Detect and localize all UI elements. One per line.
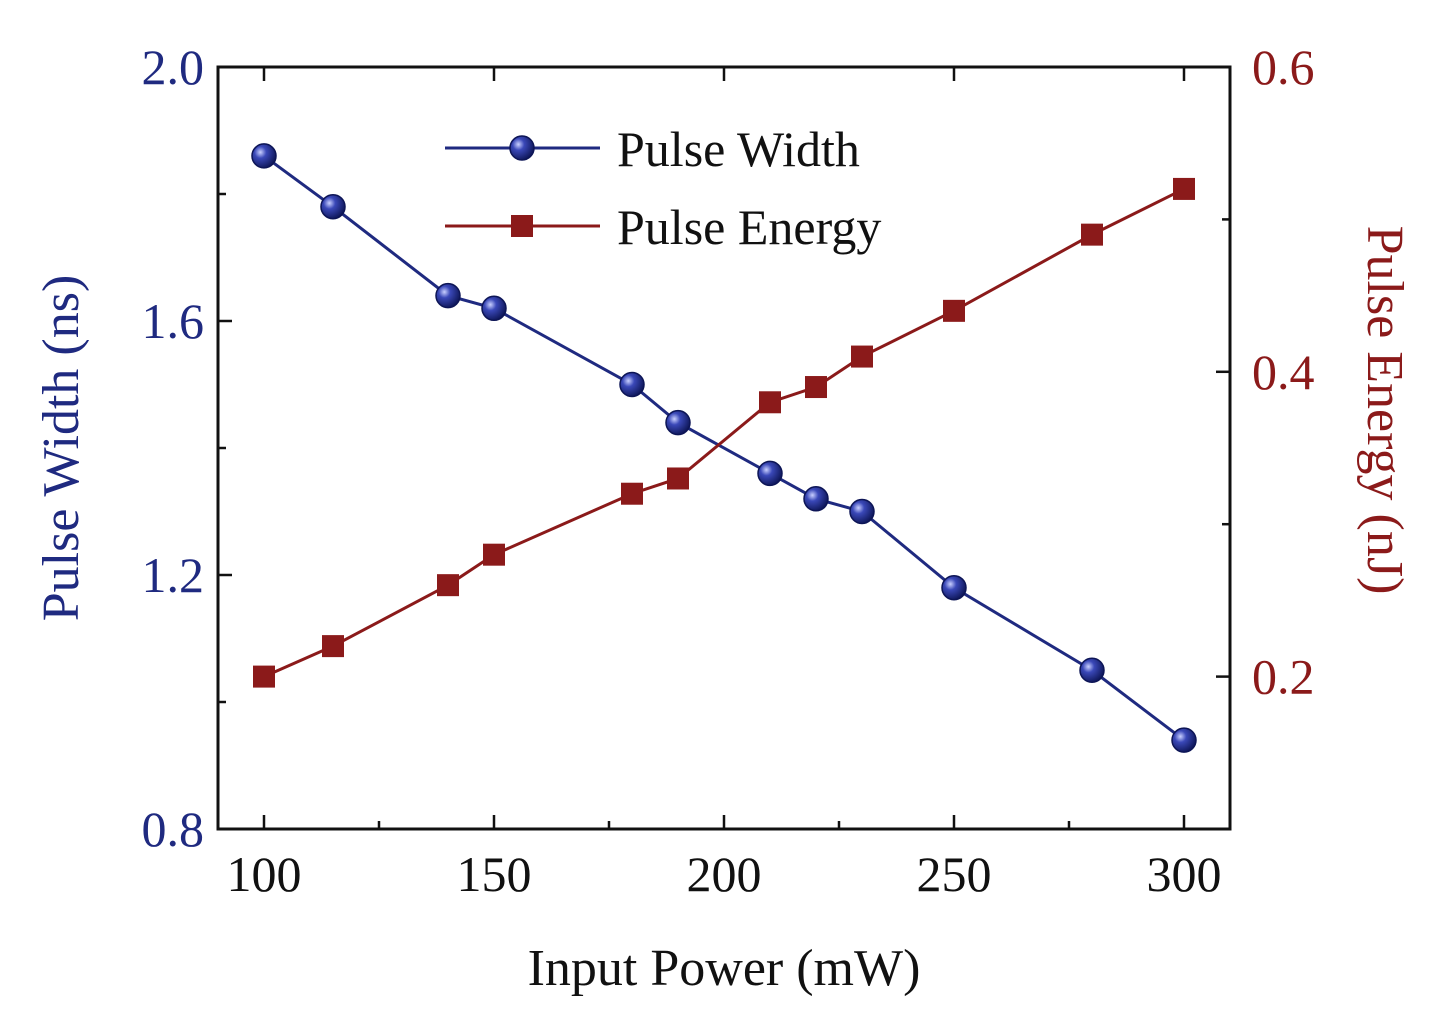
pulse-width-point xyxy=(1079,657,1105,683)
pulse-energy-point xyxy=(253,665,275,688)
x-tick-label: 100 xyxy=(227,846,302,902)
pulse-width-point xyxy=(941,574,967,601)
series-line xyxy=(263,187,1185,678)
pulse-width-point xyxy=(481,295,507,322)
y-tick-label: 1.2 xyxy=(142,547,205,603)
pulse-width-point xyxy=(803,486,829,512)
pulse-width-point xyxy=(619,371,645,398)
pulse-width-point xyxy=(251,143,277,169)
legend-label: Pulse Width xyxy=(617,121,860,177)
pulse-width-point xyxy=(1171,727,1197,753)
y-axis-title: Pulse Width (ns) xyxy=(33,275,90,622)
x-tick-label: 300 xyxy=(1147,846,1222,902)
pulse-energy-point xyxy=(759,391,781,414)
series-layer xyxy=(251,143,1197,753)
pulse-width-point xyxy=(665,409,691,436)
pulse-energy-point xyxy=(1173,177,1195,200)
legend-marker-square xyxy=(511,215,533,237)
pulse-energy-point xyxy=(851,345,873,368)
y-tick-label: 2.0 xyxy=(142,39,205,95)
pulse-energy-point xyxy=(437,574,459,597)
ticks-layer: 100 150 200 250 300 0.8 1.2 1.6 2.0 0.2 0.4 0.6 xyxy=(142,39,1315,902)
pulse-energy-point xyxy=(483,543,505,566)
y-tick-label: 0.8 xyxy=(142,801,205,857)
legend-label: Pulse Energy xyxy=(617,199,881,255)
pulse-width-point xyxy=(757,460,783,487)
pulse-width-point xyxy=(435,282,461,309)
series-pulse-energy xyxy=(253,177,1195,688)
pulse-energy-point xyxy=(805,376,827,399)
pulse-energy-point xyxy=(621,482,643,505)
y2-tick-label: 0.2 xyxy=(1252,649,1315,705)
legend: Pulse Width Pulse Energy xyxy=(445,121,881,255)
y2-axis-title: Pulse Energy (nJ) xyxy=(1356,226,1413,595)
y2-tick-label: 0.6 xyxy=(1252,39,1315,95)
x-tick-label: 150 xyxy=(457,846,532,902)
pulse-energy-point xyxy=(1081,223,1103,246)
pulse-energy-point xyxy=(943,299,965,322)
x-tick-label: 250 xyxy=(917,846,992,902)
x-tick-label: 200 xyxy=(687,846,762,902)
pulse-width-point xyxy=(320,193,346,220)
series-line xyxy=(263,154,1185,742)
y2-tick-label: 0.4 xyxy=(1252,344,1315,400)
legend-marker-sphere xyxy=(509,135,535,161)
pulse-width-point xyxy=(849,498,875,525)
pulse-energy-point xyxy=(667,467,689,490)
y-tick-label: 1.6 xyxy=(142,293,205,349)
series-pulse-width xyxy=(251,143,1197,753)
pulse-energy-point xyxy=(322,635,344,658)
x-axis-title: Input Power (mW) xyxy=(528,940,921,997)
